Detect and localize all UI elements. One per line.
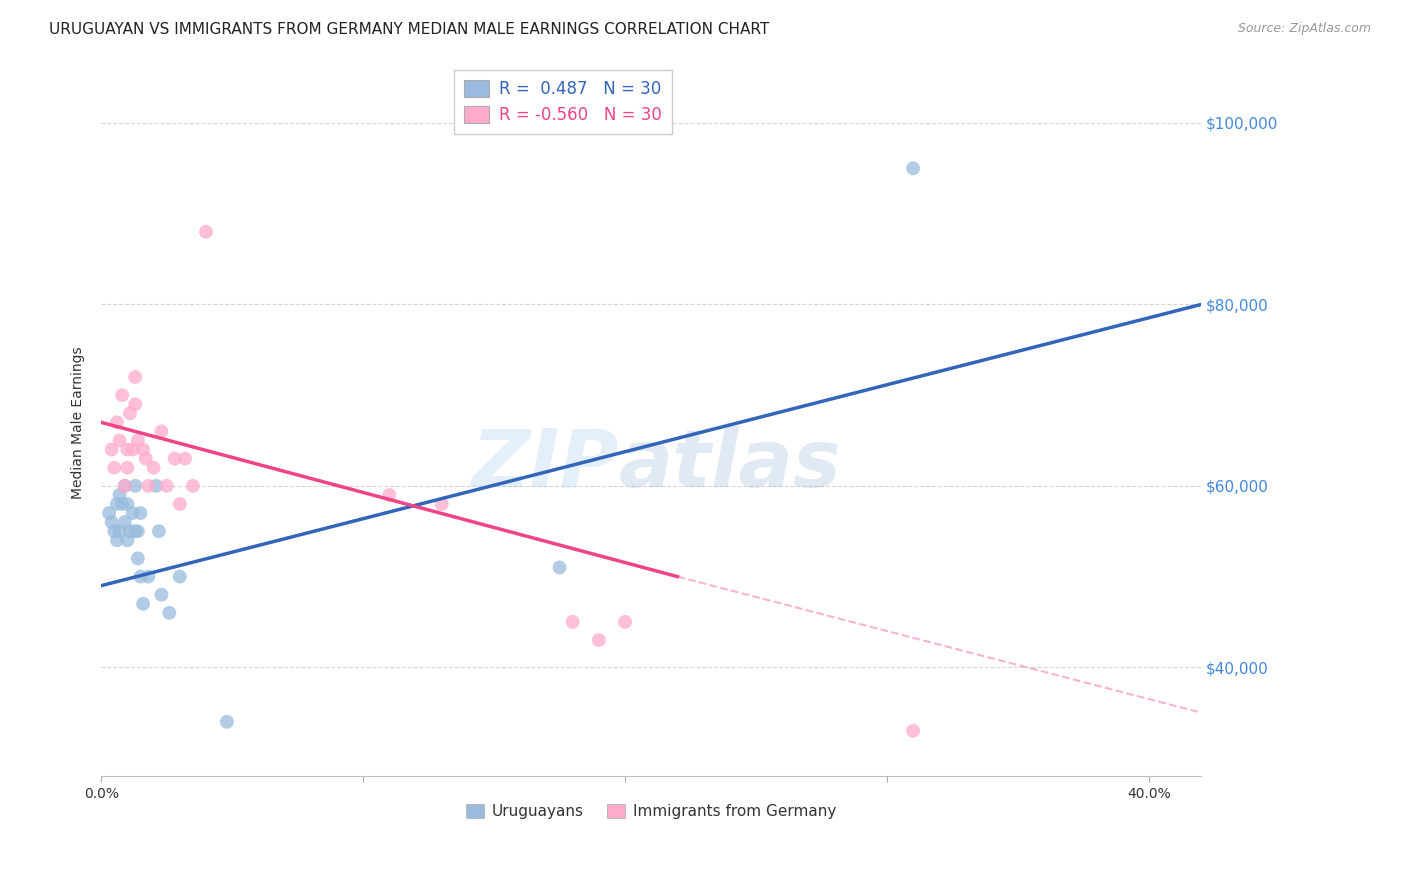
Point	[98, 506, 121, 520]
Point	[129, 569, 152, 583]
Point	[117, 442, 139, 457]
Point	[145, 479, 167, 493]
Text: atlas: atlas	[619, 425, 841, 504]
Text: Source: ZipAtlas.com: Source: ZipAtlas.com	[1237, 22, 1371, 36]
Point	[103, 524, 125, 539]
Point	[138, 569, 160, 583]
Point	[132, 597, 155, 611]
Point	[138, 479, 160, 493]
Point	[901, 723, 924, 738]
Text: ZIP: ZIP	[471, 425, 619, 504]
Point	[100, 442, 122, 457]
Point	[103, 460, 125, 475]
Point	[117, 497, 139, 511]
Point	[174, 451, 197, 466]
Point	[127, 524, 149, 539]
Point	[169, 497, 191, 511]
Point	[111, 388, 134, 402]
Point	[163, 451, 186, 466]
Point	[150, 588, 173, 602]
Point	[117, 460, 139, 475]
Point	[588, 633, 610, 648]
Point	[108, 524, 131, 539]
Point	[100, 515, 122, 529]
Text: URUGUAYAN VS IMMIGRANTS FROM GERMANY MEDIAN MALE EARNINGS CORRELATION CHART: URUGUAYAN VS IMMIGRANTS FROM GERMANY MED…	[49, 22, 769, 37]
Point	[181, 479, 204, 493]
Point	[108, 434, 131, 448]
Point	[148, 524, 170, 539]
Point	[127, 434, 149, 448]
Point	[105, 415, 128, 429]
Point	[118, 406, 141, 420]
Point	[105, 533, 128, 548]
Point	[169, 569, 191, 583]
Point	[430, 497, 453, 511]
Point	[117, 533, 139, 548]
Y-axis label: Median Male Earnings: Median Male Earnings	[72, 346, 86, 499]
Point	[614, 615, 637, 629]
Point	[124, 479, 146, 493]
Point	[127, 551, 149, 566]
Point	[105, 497, 128, 511]
Point	[561, 615, 583, 629]
Point	[132, 442, 155, 457]
Point	[378, 488, 401, 502]
Point	[901, 161, 924, 176]
Point	[157, 606, 180, 620]
Point	[124, 397, 146, 411]
Point	[156, 479, 179, 493]
Point	[548, 560, 571, 574]
Point	[135, 451, 157, 466]
Point	[124, 370, 146, 384]
Point	[114, 479, 136, 493]
Point	[108, 488, 131, 502]
Point	[129, 506, 152, 520]
Point	[124, 524, 146, 539]
Point	[142, 460, 165, 475]
Point	[111, 497, 134, 511]
Point	[121, 506, 143, 520]
Point	[114, 515, 136, 529]
Legend: Uruguayans, Immigrants from Germany: Uruguayans, Immigrants from Germany	[460, 797, 842, 825]
Point	[118, 524, 141, 539]
Point	[114, 479, 136, 493]
Point	[215, 714, 238, 729]
Point	[121, 442, 143, 457]
Point	[150, 425, 173, 439]
Point	[195, 225, 218, 239]
